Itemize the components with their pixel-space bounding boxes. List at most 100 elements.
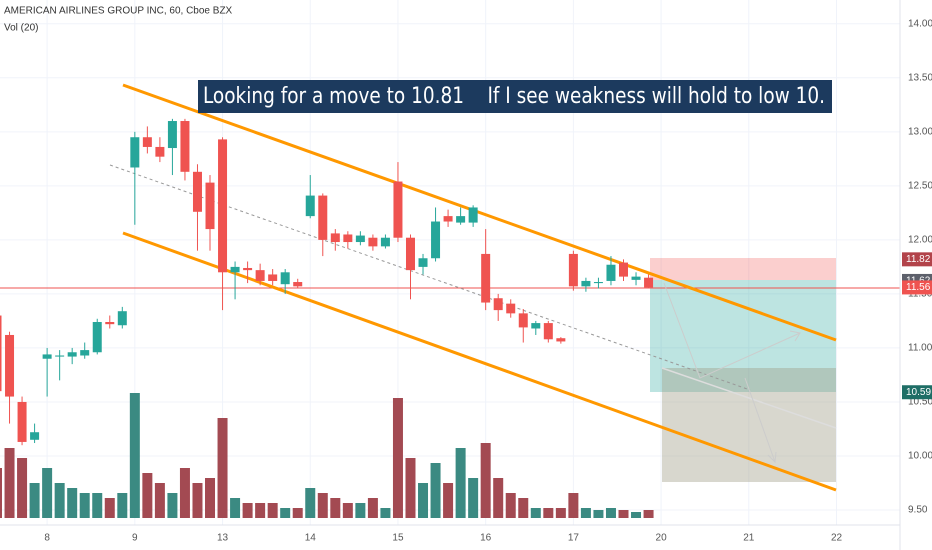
- candle-body: [493, 298, 503, 311]
- volume-bar: [154, 483, 165, 518]
- volume-bar: [330, 498, 341, 518]
- volume-bar: [242, 503, 253, 518]
- candle-body: [581, 280, 591, 287]
- y-tick-label: 14.00: [908, 18, 932, 29]
- candle-body: [55, 355, 65, 357]
- volume-bar: [605, 508, 616, 518]
- candle-body: [167, 121, 177, 149]
- volume-bar: [480, 443, 491, 518]
- x-tick-label: 20: [656, 533, 668, 544]
- candle-body: [255, 270, 265, 281]
- volume-bar: [29, 483, 40, 518]
- candle-body: [293, 282, 303, 287]
- candle-body: [619, 262, 628, 277]
- volume-bar: [555, 508, 566, 518]
- y-tick-label: 13.00: [908, 126, 932, 137]
- price-badge-label: 10.59: [906, 387, 931, 398]
- candle-body: [80, 350, 90, 356]
- channel-middle: [109, 164, 751, 391]
- candle-body: [644, 277, 654, 288]
- candle-body: [506, 303, 516, 314]
- candle-body: [230, 266, 240, 273]
- x-tick-label: 8: [44, 533, 50, 544]
- arrow-head: [767, 451, 777, 464]
- volume-bar: [367, 498, 378, 518]
- volume-bar: [0, 468, 2, 518]
- volume-bar: [580, 508, 591, 518]
- volume-bar: [104, 498, 115, 518]
- volume-bar: [392, 398, 403, 518]
- candle-body: [355, 235, 365, 243]
- candle-body: [468, 207, 478, 223]
- y-tick-label: 10.00: [908, 451, 932, 462]
- candle-body: [343, 234, 353, 243]
- candle-body: [568, 253, 578, 287]
- candle-body: [117, 311, 127, 326]
- candle-body: [268, 274, 278, 281]
- chart-title: AMERICAN AIRLINES GROUP INC, 60, Cboe BZ…: [4, 6, 233, 17]
- volume-bar: [117, 493, 128, 518]
- x-tick-label: 21: [743, 533, 755, 544]
- y-tick-label: 9.50: [908, 505, 928, 516]
- volume-bar: [493, 478, 504, 518]
- volume-bar: [79, 493, 90, 518]
- volume-bar: [230, 498, 241, 518]
- volume-bar: [543, 508, 554, 518]
- candle-body: [92, 322, 102, 353]
- volume-bar: [355, 503, 366, 518]
- volume-bar: [430, 463, 441, 518]
- candle-body: [593, 282, 603, 284]
- volume-bar: [405, 458, 416, 518]
- x-tick-label: 9: [132, 533, 138, 544]
- y-tick-label: 12.50: [908, 180, 932, 191]
- volume-bar: [643, 510, 654, 518]
- volume-bar: [4, 448, 15, 518]
- chart-subtitle: Vol (20): [4, 23, 38, 34]
- volume-bar: [292, 508, 303, 518]
- price-badge-label: 11.82: [906, 254, 931, 265]
- volume-bar: [317, 493, 328, 518]
- channel-upper: [122, 83, 837, 342]
- price-badge: [902, 280, 932, 295]
- volume-bar: [255, 503, 266, 518]
- candle-body: [318, 195, 328, 240]
- volume-bar: [167, 493, 178, 518]
- volume-bar: [267, 503, 278, 518]
- volume-bar: [305, 488, 316, 518]
- volume-bar: [593, 510, 604, 518]
- volume-bar: [443, 483, 454, 518]
- volume-bar: [280, 508, 291, 518]
- alt-line: [661, 367, 837, 429]
- volume-bar: [42, 468, 53, 518]
- y-tick-label: 12.00: [908, 235, 932, 246]
- drawings: Looking for a move to 10.81 If I see wea…: [0, 80, 900, 492]
- x-tick-label: 16: [480, 533, 492, 544]
- volume-bar: [455, 448, 466, 518]
- target-zone: [650, 280, 836, 392]
- candle-body: [105, 322, 115, 325]
- volume-bar: [192, 483, 203, 518]
- candle-body: [192, 171, 202, 212]
- arrow-head: [789, 330, 801, 342]
- price-badge: [902, 252, 932, 267]
- candle-body: [205, 182, 215, 230]
- candle-body: [280, 272, 290, 285]
- volume-bar: [92, 493, 103, 518]
- path-arrow: [663, 282, 801, 379]
- candle-body: [631, 276, 641, 280]
- candle-body: [305, 195, 315, 217]
- price-badge-label: 11.56: [906, 282, 931, 293]
- volume-bar: [54, 483, 65, 518]
- path-arrow: [744, 377, 776, 463]
- candle-body: [556, 338, 566, 342]
- candle-body: [0, 315, 2, 392]
- volume-bar: [518, 498, 529, 518]
- candle-body: [130, 137, 140, 168]
- volume-bar: [67, 488, 78, 518]
- candle-body: [155, 146, 165, 157]
- y-tick-label: 13.50: [908, 72, 932, 83]
- candle-body: [380, 237, 390, 247]
- volume-bar: [530, 508, 541, 518]
- y-tick-label: 10.50: [908, 397, 932, 408]
